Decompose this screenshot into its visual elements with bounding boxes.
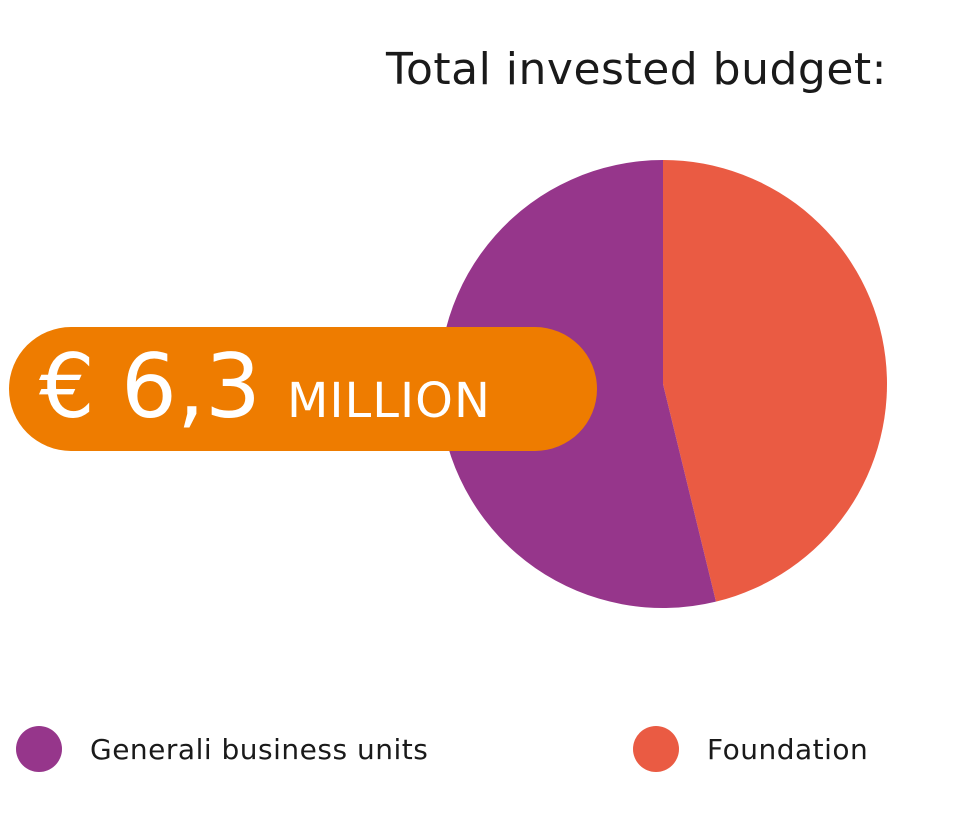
pie-slice-foundation [663, 160, 888, 602]
currency-symbol: € [39, 335, 95, 438]
legend-item-generali: Generali business units [16, 726, 428, 772]
legend-item-foundation: Foundation [633, 726, 868, 772]
legend-label-generali: Generali business units [90, 732, 429, 766]
legend-swatch-generali [16, 726, 62, 772]
budget-amount: 6,3 [121, 335, 261, 438]
chart-legend: Generali business units Foundation [0, 726, 959, 776]
budget-unit: MILLION [286, 373, 491, 429]
legend-swatch-foundation [633, 726, 679, 772]
legend-label-foundation: Foundation [707, 732, 869, 766]
chart-title: Total invested budget: [386, 44, 887, 95]
total-budget-badge: € 6,3 MILLION [9, 327, 597, 451]
